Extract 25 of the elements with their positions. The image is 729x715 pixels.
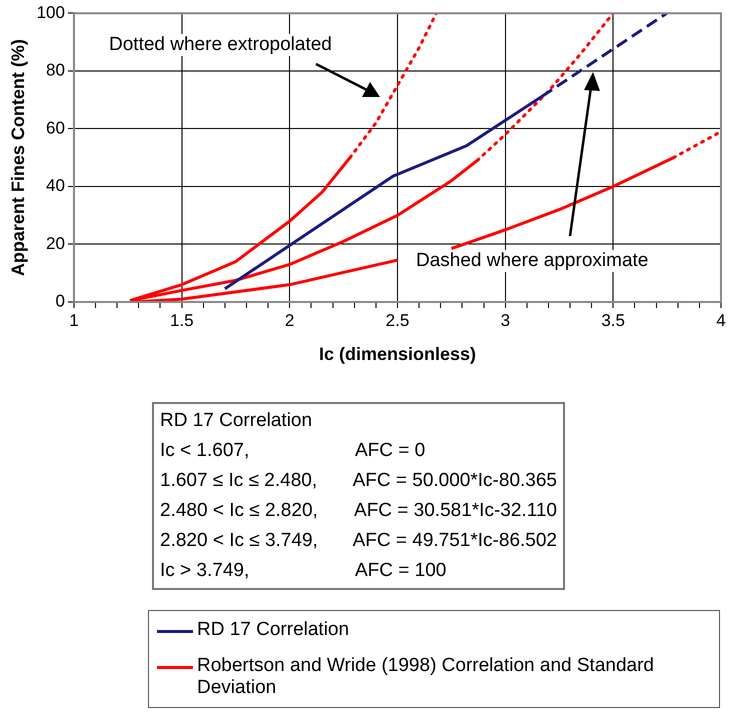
y-tick-label: 100 bbox=[36, 2, 65, 22]
annotation: Dotted where extropolated bbox=[107, 34, 334, 56]
y-tick-label: 20 bbox=[46, 234, 65, 253]
x-tick-label: 1.5 bbox=[170, 310, 194, 330]
text: Ic < 1.607, AFC = 0 bbox=[160, 440, 426, 461]
x-tick-label: 1 bbox=[69, 310, 79, 330]
y-axis-title: Apparent Fines Content (%) bbox=[8, 39, 28, 276]
x-tick-label: 4 bbox=[716, 310, 726, 330]
text: 1.607 ≤ Ic ≤ 2.480, AFC = 50.000*Ic-80.365 bbox=[160, 470, 557, 491]
y-tick-label: 0 bbox=[55, 292, 65, 311]
text: 2.820 < Ic ≤ 3.749, AFC = 49.751*Ic-86.502 bbox=[160, 530, 557, 551]
y-tick-label: 60 bbox=[46, 118, 65, 138]
legend-label: RD 17 Correlation bbox=[197, 619, 350, 641]
text: RD 17 Correlation bbox=[160, 409, 314, 433]
x-tick-label: 3.5 bbox=[601, 310, 625, 330]
text: 2.480 < Ic ≤ 2.820, AFC = 30.581*Ic-32.110 bbox=[160, 500, 557, 521]
y-tick-label: 40 bbox=[46, 176, 65, 196]
text: Ic > 3.749, AFC = 100 bbox=[160, 560, 446, 581]
y-tick-label: 80 bbox=[46, 60, 65, 80]
annotation: Dashed where approximate bbox=[414, 250, 650, 272]
x-tick-label: 3 bbox=[500, 310, 510, 330]
x-tick-label: 2.5 bbox=[386, 310, 410, 330]
x-tick-label: 2 bbox=[284, 310, 294, 330]
legend-label: Robertson and Wride (1998) Correlation and Standard Deviation bbox=[197, 655, 655, 699]
x-axis-title: Ic (dimensionless) bbox=[318, 344, 476, 364]
